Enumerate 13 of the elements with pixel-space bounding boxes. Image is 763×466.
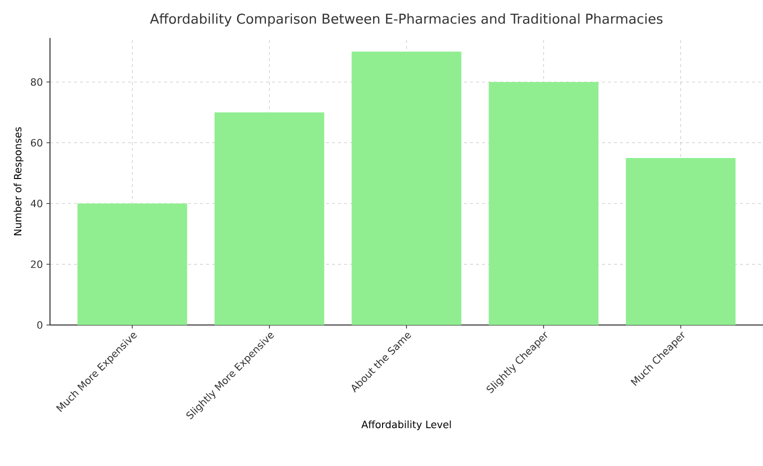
bar — [352, 52, 462, 325]
y-tick-label: 0 — [37, 321, 42, 329]
chart-title: Affordability Comparison Between E-Pharmacies and Traditional Pharmacies — [150, 13, 663, 26]
y-tick-label: 60 — [30, 138, 42, 147]
y-tick-label: 40 — [30, 200, 42, 208]
x-axis-title: Affordability Level — [361, 420, 451, 430]
bar — [626, 158, 736, 325]
bar — [214, 112, 324, 325]
y-axis-title: Number of Responses — [14, 127, 24, 236]
bar — [77, 204, 188, 325]
y-tick-label: 80 — [30, 78, 42, 86]
bar — [488, 82, 598, 325]
y-tick-label: 20 — [30, 260, 42, 268]
